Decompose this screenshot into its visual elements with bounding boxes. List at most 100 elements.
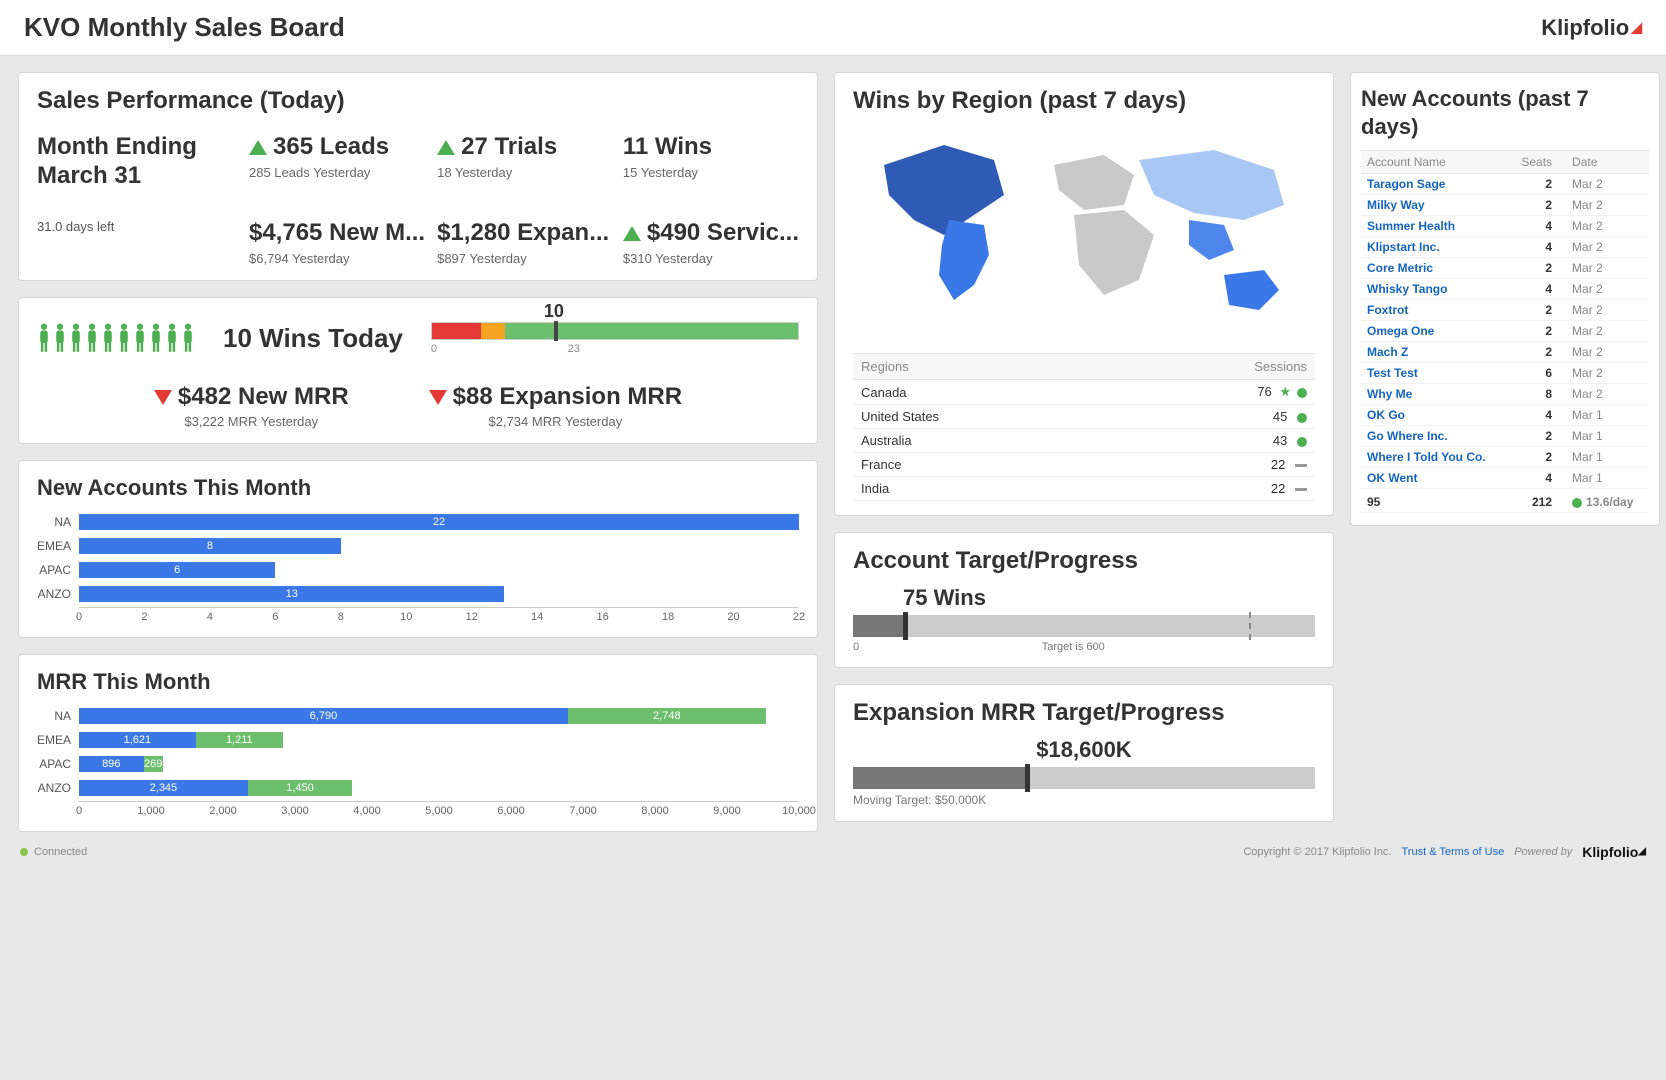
progress-footer: Moving Target: $50,000K — [853, 793, 1315, 807]
wins-by-region-card: Wins by Region (past 7 days) Regions Ses… — [834, 72, 1334, 516]
wins-today-label: 10 Wins Today — [223, 323, 403, 354]
person-icon — [117, 323, 131, 353]
chart-row: EMEA1,621 1,211 — [37, 729, 799, 751]
account-row[interactable]: Omega One2Mar 2 — [1361, 321, 1649, 342]
person-icon — [181, 323, 195, 353]
account-row[interactable]: Go Where Inc.2Mar 1 — [1361, 426, 1649, 447]
trend-up-icon — [249, 140, 267, 155]
region-row: France22 — [853, 453, 1315, 477]
chart-row: NA22 — [37, 511, 799, 533]
metric-leads: 365 Leads285 Leads Yesterday — [249, 133, 425, 191]
person-icon — [37, 323, 51, 353]
col-name: Account Name — [1361, 151, 1509, 174]
person-icon — [69, 323, 83, 353]
footer-total: 95 — [1361, 489, 1509, 513]
card-title: Wins by Region (past 7 days) — [853, 87, 1315, 115]
progress-bar — [853, 615, 1315, 637]
metric-expansion: $1,280 Expan...$897 Yesterday — [437, 219, 611, 266]
connection-dot-icon — [20, 848, 28, 856]
col-region: Regions — [853, 354, 1120, 380]
chart-row: NA6,790 2,748 — [37, 705, 799, 727]
footer-logo: Klipfolio◢ — [1582, 844, 1646, 860]
terms-link[interactable]: Trust & Terms of Use — [1402, 846, 1505, 858]
account-target-card: Account Target/Progress 75 Wins 0 Target… — [834, 532, 1334, 668]
col-seats: Seats — [1509, 151, 1566, 174]
chart-row: APAC896 269 — [37, 753, 799, 775]
account-row[interactable]: Summer Health4Mar 2 — [1361, 216, 1649, 237]
chart-row: APAC6 — [37, 559, 799, 581]
wins-gauge: 10 0 23 — [431, 322, 799, 355]
person-icon — [149, 323, 163, 353]
world-map — [853, 125, 1315, 345]
account-row[interactable]: Klipstart Inc.4Mar 2 — [1361, 237, 1649, 258]
region-row: Canada76 ★ — [853, 380, 1315, 405]
account-row[interactable]: Whisky Tango4Mar 2 — [1361, 279, 1649, 300]
connection-status: Connected — [20, 846, 87, 858]
account-row[interactable]: Milky Way2Mar 2 — [1361, 195, 1649, 216]
accounts-table: Account Name Seats Date Taragon Sage2Mar… — [1361, 150, 1649, 513]
person-icon — [85, 323, 99, 353]
region-row: Australia43 — [853, 429, 1315, 453]
card-title: Sales Performance (Today) — [37, 87, 799, 115]
card-title: Expansion MRR Target/Progress — [853, 699, 1315, 727]
dot-icon — [1297, 388, 1307, 398]
account-row[interactable]: OK Go4Mar 1 — [1361, 405, 1649, 426]
dash-icon — [1295, 464, 1307, 467]
trend-down-icon — [154, 390, 172, 405]
copyright-text: Copyright © 2017 Klipfolio Inc. — [1243, 846, 1391, 858]
footer-seats: 212 — [1509, 489, 1566, 513]
account-row[interactable]: Foxtrot2Mar 2 — [1361, 300, 1649, 321]
account-row[interactable]: Test Test6Mar 2 — [1361, 363, 1649, 384]
brand-logo: Klipfolio◢ — [1541, 15, 1642, 41]
chart-row: EMEA8 — [37, 535, 799, 557]
account-row[interactable]: OK Went4Mar 1 — [1361, 468, 1649, 489]
mrr-metric: $88 Expansion MRR$2,734 MRR Yesterday — [429, 383, 682, 429]
account-row[interactable]: Core Metric2Mar 2 — [1361, 258, 1649, 279]
footer-rate: 13.6/day — [1566, 489, 1649, 513]
expansion-target-card: Expansion MRR Target/Progress $18,600K M… — [834, 684, 1334, 822]
chart-row: ANZO2,345 1,450 — [37, 777, 799, 799]
metric-wins: 11 Wins15 Yesterday — [623, 133, 799, 191]
dot-icon — [1297, 437, 1307, 447]
card-title: New Accounts (past 7 days) — [1361, 85, 1649, 140]
trend-up-icon — [623, 226, 641, 241]
person-icon — [133, 323, 147, 353]
account-row[interactable]: Why Me8Mar 2 — [1361, 384, 1649, 405]
logo-arrow-icon: ◢ — [1631, 19, 1642, 36]
col-sessions: Sessions — [1120, 354, 1315, 380]
dot-icon — [1297, 413, 1307, 423]
person-icon — [101, 323, 115, 353]
region-row: India22 — [853, 477, 1315, 501]
card-title: Account Target/Progress — [853, 547, 1315, 575]
person-icon — [53, 323, 67, 353]
metric-new-mrr: $4,765 New M...$6,794 Yesterday — [249, 219, 425, 266]
account-row[interactable]: Mach Z2Mar 2 — [1361, 342, 1649, 363]
person-icon — [165, 323, 179, 353]
metric-trials: 27 Trials18 Yesterday — [437, 133, 611, 191]
metric-services: $490 Servic...$310 Yesterday — [623, 219, 799, 266]
region-row: United States45 — [853, 405, 1315, 429]
account-row[interactable]: Taragon Sage2Mar 2 — [1361, 174, 1649, 195]
star-icon: ★ — [1279, 384, 1291, 399]
page-footer: Connected Copyright © 2017 Klipfolio Inc… — [0, 838, 1666, 866]
chart-row: ANZO13 — [37, 583, 799, 605]
region-table: Regions Sessions Canada76 ★United States… — [853, 353, 1315, 501]
dash-icon — [1295, 488, 1307, 491]
mrr-chart-card: MRR This Month NA6,790 2,748EMEA1,621 1,… — [18, 654, 818, 832]
account-row[interactable]: Where I Told You Co.2Mar 1 — [1361, 447, 1649, 468]
page-title: KVO Monthly Sales Board — [24, 12, 345, 43]
card-title: MRR This Month — [37, 669, 799, 695]
days-left: 31.0 days left — [37, 219, 237, 266]
col-date: Date — [1566, 151, 1649, 174]
progress-value: $18,600K — [853, 737, 1315, 763]
powered-by-text: Powered by — [1514, 846, 1572, 858]
sales-performance-card: Sales Performance (Today) Month Ending M… — [18, 72, 818, 281]
progress-bar — [853, 767, 1315, 789]
card-title: New Accounts This Month — [37, 475, 799, 501]
trend-down-icon — [429, 390, 447, 405]
new-accounts-chart-card: New Accounts This Month NA22EMEA8APAC6AN… — [18, 460, 818, 638]
new-accounts-list-card: New Accounts (past 7 days) Account Name … — [1350, 72, 1660, 526]
wins-today-card: 10 Wins Today 10 0 23 $482 New MRR$3,222… — [18, 297, 818, 444]
mrr-metric: $482 New MRR$3,222 MRR Yesterday — [154, 383, 349, 429]
page-header: KVO Monthly Sales Board Klipfolio◢ — [0, 0, 1666, 56]
